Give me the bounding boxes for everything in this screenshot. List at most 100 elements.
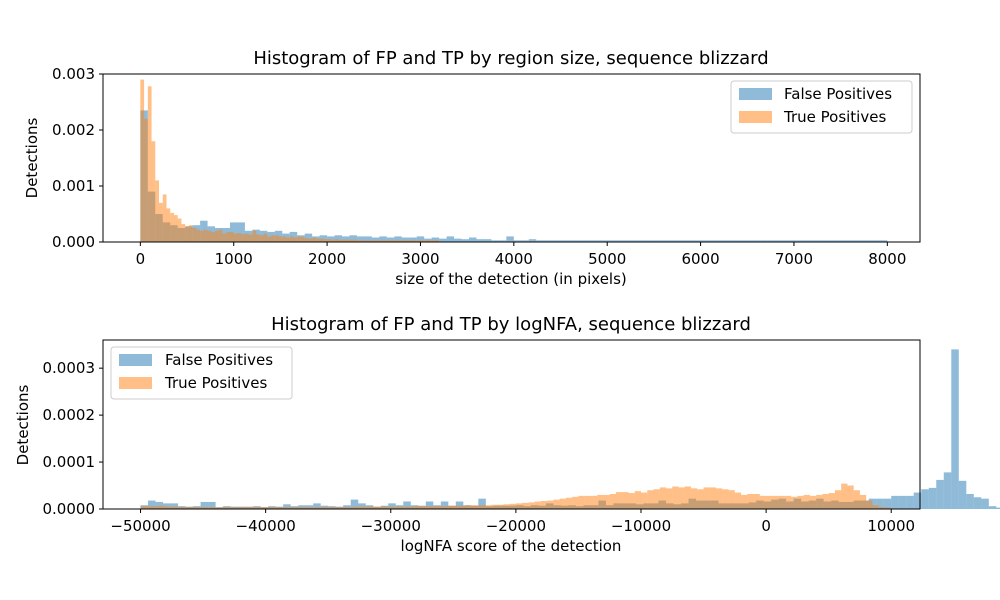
bar [321, 507, 329, 509]
x-tick-label: −50000 [110, 517, 170, 535]
bar [497, 504, 504, 509]
bar [693, 240, 701, 242]
x-tick-label: 1000 [215, 250, 253, 268]
bar [153, 506, 160, 509]
bar [148, 500, 156, 509]
bar [559, 498, 566, 509]
bar [146, 506, 154, 509]
bar [185, 226, 189, 242]
bar [259, 230, 268, 242]
bar [403, 501, 411, 509]
bar [416, 236, 425, 242]
bar [653, 489, 660, 509]
bar [543, 240, 552, 242]
bar [200, 230, 204, 242]
bar [666, 488, 673, 509]
bar [891, 495, 899, 509]
bar [491, 240, 499, 242]
bar [303, 507, 310, 509]
y-tick-label: 0.0000 [43, 500, 96, 518]
bar [883, 498, 892, 509]
bar [349, 235, 357, 242]
bar [822, 493, 829, 509]
bar [439, 238, 447, 242]
bar [772, 495, 779, 509]
y-tick-label: 0.003 [52, 65, 95, 83]
bar [521, 240, 529, 242]
bar [159, 505, 166, 509]
bar [709, 487, 717, 509]
bar [309, 507, 316, 509]
bar [353, 506, 360, 509]
bar [610, 240, 619, 242]
bar [958, 480, 967, 509]
bar [428, 506, 435, 509]
axes-frame [102, 73, 921, 243]
legend: False Positives True Positives [730, 80, 913, 134]
bar [775, 240, 783, 242]
bar [283, 504, 291, 509]
legend: False Positives True Positives [110, 346, 293, 400]
bar [319, 235, 328, 242]
bar [708, 240, 716, 242]
bar [498, 240, 507, 242]
bar [401, 240, 406, 242]
bar [286, 237, 290, 242]
bar [898, 495, 907, 509]
bar [234, 507, 241, 509]
bar [346, 507, 354, 509]
bar [409, 240, 413, 242]
bar [876, 498, 884, 509]
bar [252, 230, 257, 242]
bar [229, 231, 234, 242]
bar [278, 507, 285, 509]
bar [359, 506, 366, 509]
bar [455, 501, 464, 509]
bar [290, 507, 297, 509]
bar [424, 240, 428, 242]
bar [509, 503, 516, 509]
bar [196, 229, 201, 242]
bar [211, 231, 216, 242]
bar [872, 240, 880, 242]
bar [350, 499, 359, 509]
bar [181, 224, 186, 242]
x-tick-label: 10000 [867, 517, 915, 535]
bar [375, 240, 380, 242]
bar [319, 238, 324, 242]
bar [282, 233, 290, 242]
bar [422, 506, 429, 509]
bar [647, 490, 654, 509]
bar [973, 497, 982, 509]
bar [312, 236, 320, 242]
bar [966, 493, 974, 509]
bar [446, 236, 455, 242]
series-true-positives [140, 79, 440, 242]
bar [379, 236, 387, 242]
x-tick-label: −20000 [486, 517, 546, 535]
bar [849, 240, 858, 242]
bar [308, 238, 313, 242]
bar [459, 505, 466, 509]
bar [435, 240, 440, 242]
bar [170, 212, 174, 242]
bar [398, 240, 402, 242]
bar [513, 240, 522, 242]
bar [767, 240, 776, 242]
bar [753, 493, 760, 509]
x-axis: 0 1000 2000 3000 4000 5000 6000 7000 8000 [136, 242, 906, 268]
bar [405, 240, 410, 242]
y-tick-label: 0.001 [52, 177, 95, 195]
legend-swatch-fp [119, 354, 152, 366]
bar [323, 239, 328, 242]
bar [401, 237, 410, 242]
bar [259, 235, 264, 242]
bar [921, 489, 929, 509]
bar [229, 222, 238, 242]
bar [722, 240, 731, 242]
bar [434, 506, 441, 509]
bar [625, 240, 634, 242]
bar [528, 502, 535, 509]
y-tick-label: 0.0002 [43, 406, 96, 424]
x-tick-label: −40000 [236, 517, 296, 535]
